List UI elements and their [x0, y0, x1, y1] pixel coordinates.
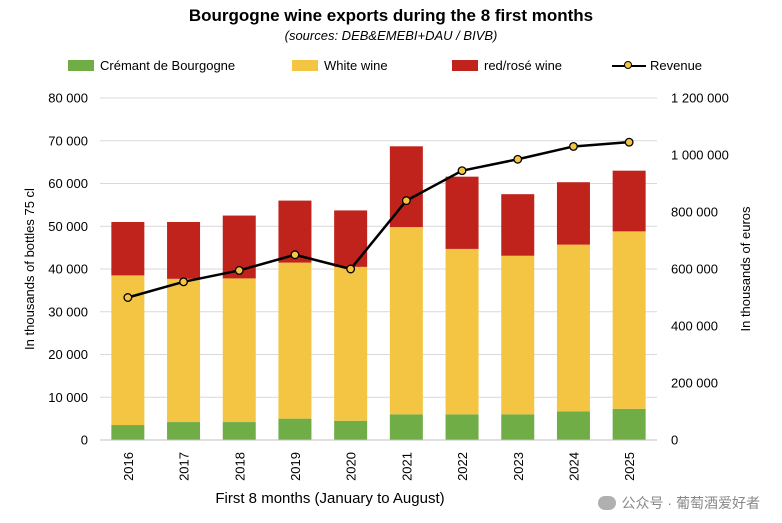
y-tick-label: 70 000: [48, 133, 88, 148]
legend-swatch-cremant: [68, 60, 94, 71]
y-tick-label: 0: [81, 433, 88, 448]
y-tick-label: 30 000: [48, 304, 88, 319]
y-tick-label: 50 000: [48, 219, 88, 234]
revenue-point: [401, 196, 411, 206]
y2-tick-label: 400 000: [671, 319, 718, 334]
legend-label-cremant: Crémant de Bourgogne: [100, 58, 236, 73]
revenue-point: [624, 137, 634, 147]
revenue-point: [234, 265, 244, 275]
bar-segment: [389, 227, 423, 415]
bar-segment: [111, 425, 145, 440]
bar-segment: [612, 408, 646, 440]
bar-segment: [389, 414, 423, 440]
y2-axis-title: In thousands of euros: [738, 206, 753, 332]
legend-line-revenue: [612, 60, 646, 72]
bar-segment: [334, 210, 368, 267]
revenue-point: [123, 293, 133, 302]
x-tick-label: 2020: [344, 452, 359, 481]
bar-segment: [612, 170, 646, 232]
x-tick-label: 2023: [511, 452, 526, 481]
revenue-point: [346, 264, 356, 274]
legend-revenue: Revenue: [612, 58, 702, 73]
y-tick-label: 20 000: [48, 347, 88, 362]
bar-segment: [278, 262, 312, 419]
y2-tick-label: 1 200 000: [671, 91, 729, 106]
chart-title: Bourgogne wine exports during the 8 firs…: [188, 6, 594, 25]
revenue-point: [457, 166, 467, 176]
y2-tick-label: 1 000 000: [671, 148, 729, 163]
bar-segment: [222, 422, 256, 440]
bar-segment: [556, 411, 590, 440]
x-tick-label: 2021: [399, 452, 414, 481]
chart-subtitle: (sources: DEB&EMEBI+DAU / BIVB): [284, 28, 498, 43]
legend-white: White wine: [292, 58, 388, 73]
wechat-icon: [597, 496, 616, 510]
y2-tick-label: 0: [671, 433, 678, 448]
x-axis-title: First 8 months (January to August): [215, 490, 444, 507]
watermark: 公众号 · 葡萄酒爱好者: [597, 493, 760, 513]
bar-segment: [445, 248, 479, 415]
legend-label-white: White wine: [324, 58, 388, 73]
bar-segment: [501, 255, 535, 415]
x-tick-label: 2017: [177, 452, 192, 481]
legend-cremant: Crémant de Bourgogne: [68, 58, 235, 73]
y2-tick-label: 800 000: [671, 205, 718, 220]
revenue-point: [179, 277, 188, 287]
x-tick-label: 2024: [566, 452, 581, 481]
bar-segment: [556, 244, 590, 412]
bar-segment: [334, 266, 368, 421]
legend-swatch-white: [292, 60, 318, 71]
bar-segment: [222, 278, 256, 423]
x-tick-label: 2018: [232, 452, 247, 481]
legend-red: red/rosé wine: [452, 58, 562, 73]
y-tick-label: 60 000: [48, 176, 88, 191]
bar-segment: [167, 221, 201, 279]
watermark-text: 公众号 · 葡萄酒爱好者: [621, 495, 760, 511]
bar-segment: [501, 414, 535, 440]
y-tick-label: 80 000: [48, 91, 88, 106]
bar-segment: [167, 278, 201, 423]
x-tick-label: 2022: [455, 452, 470, 481]
bar-segment: [501, 194, 535, 256]
y-axis-title: In thousands of bottles 75 cl: [22, 188, 37, 350]
bar-segment: [334, 420, 368, 440]
bar-segment: [445, 414, 479, 440]
bar-segment: [167, 422, 201, 440]
bar-segment: [278, 418, 312, 440]
bar-segment: [445, 176, 479, 249]
y-tick-label: 10 000: [48, 390, 88, 405]
revenue-line: [127, 140, 630, 299]
bar-segment: [612, 231, 646, 409]
revenue-point: [290, 250, 300, 260]
x-tick-label: 2025: [622, 452, 637, 481]
legend-label-red: red/rosé wine: [484, 58, 563, 73]
y2-tick-label: 200 000: [671, 376, 718, 391]
y-tick-label: 40 000: [48, 262, 88, 277]
legend-label-revenue: Revenue: [650, 58, 703, 73]
revenue-point: [569, 141, 578, 151]
y2-tick-label: 600 000: [671, 262, 718, 277]
legend-swatch-red: [452, 60, 478, 71]
bar-segment: [556, 182, 590, 245]
x-tick-label: 2016: [121, 452, 136, 481]
bar-segment: [111, 221, 145, 276]
x-tick-label: 2019: [288, 452, 303, 481]
revenue-point: [513, 154, 523, 164]
